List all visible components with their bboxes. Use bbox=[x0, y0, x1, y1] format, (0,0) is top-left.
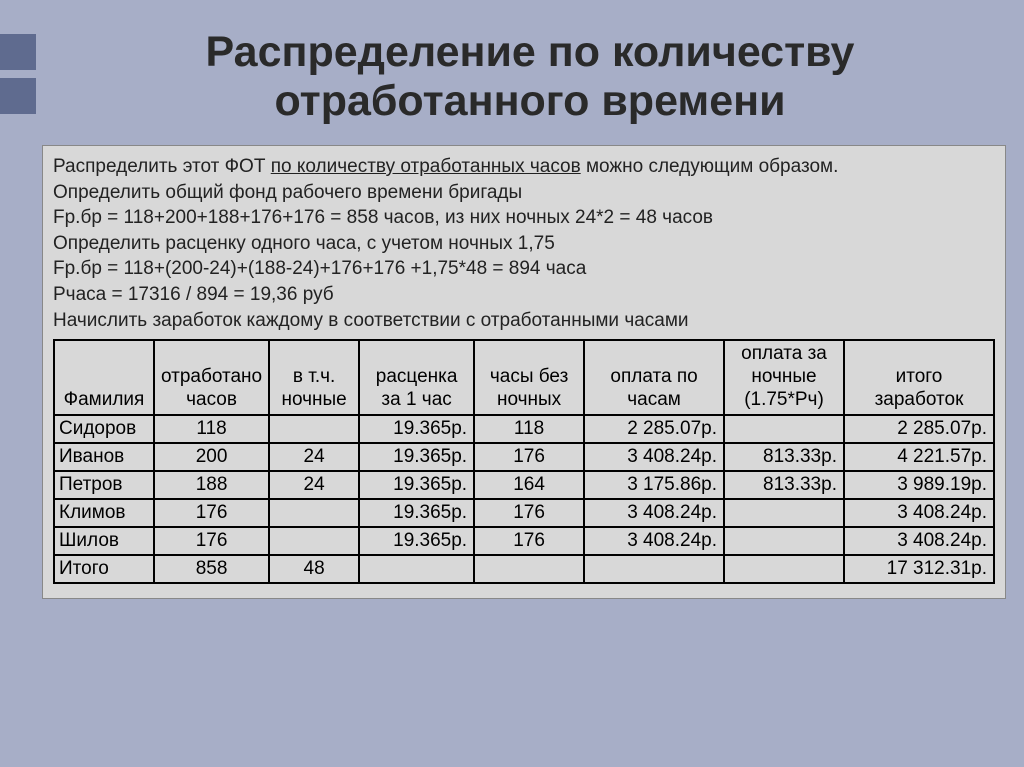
intro-l1a: Распределить этот ФОТ bbox=[53, 156, 271, 177]
cell-noNight: 176 bbox=[474, 499, 584, 527]
cell-nightPay: 813.33р. bbox=[724, 443, 844, 471]
intro-l6: Pчаса = 17316 / 894 = 19,36 руб bbox=[53, 284, 334, 305]
cell-noNight: 118 bbox=[474, 415, 584, 443]
cell-name: Климов bbox=[54, 499, 154, 527]
cell-rate: 19.365р. bbox=[359, 499, 474, 527]
cell-total: 3 408.24р. bbox=[844, 499, 994, 527]
table-row: Иванов 200 24 19.365р. 176 3 408.24р. 81… bbox=[54, 443, 994, 471]
cell-nightPay bbox=[724, 415, 844, 443]
cell-total: 2 285.07р. bbox=[844, 415, 994, 443]
cell-total: 3 408.24р. bbox=[844, 527, 994, 555]
title-line-2: отработанного времени bbox=[274, 77, 785, 125]
intro-l4: Определить расценку одного часа, с учето… bbox=[53, 233, 555, 254]
cell-name: Сидоров bbox=[54, 415, 154, 443]
table-row: Петров 188 24 19.365р. 164 3 175.86р. 81… bbox=[54, 471, 994, 499]
intro-l1b: по количеству отработанных часов bbox=[271, 156, 581, 177]
cell-nightPay bbox=[724, 527, 844, 555]
cell-pay: 3 408.24р. bbox=[584, 443, 724, 471]
th-name: Фамилия bbox=[54, 340, 154, 414]
table-header-row: Фамилия отработано часов в т.ч. ночные р… bbox=[54, 340, 994, 414]
cell-noNight: 176 bbox=[474, 443, 584, 471]
cell-hours: 200 bbox=[154, 443, 269, 471]
intro-l5: Fр.бр = 118+(200-24)+(188-24)+176+176 +1… bbox=[53, 258, 586, 279]
cell-hours: 858 bbox=[154, 555, 269, 583]
cell-night bbox=[269, 415, 359, 443]
intro-l2: Определить общий фонд рабочего времени б… bbox=[53, 182, 522, 203]
cell-hours: 118 bbox=[154, 415, 269, 443]
cell-rate: 19.365р. bbox=[359, 471, 474, 499]
cell-night: 24 bbox=[269, 471, 359, 499]
cell-rate: 19.365р. bbox=[359, 527, 474, 555]
th-nightPay: оплата за ночные (1.75*Рч) bbox=[724, 340, 844, 414]
cell-total: 3 989.19р. bbox=[844, 471, 994, 499]
th-pay: оплата по часам bbox=[584, 340, 724, 414]
cell-night: 48 bbox=[269, 555, 359, 583]
intro-l1c: можно следующим образом. bbox=[581, 156, 839, 177]
content-box: Распределить этот ФОТ по количеству отра… bbox=[42, 145, 1006, 599]
cell-name: Петров bbox=[54, 471, 154, 499]
cell-pay: 3 408.24р. bbox=[584, 527, 724, 555]
cell-total: 17 312.31р. bbox=[844, 555, 994, 583]
cell-rate: 19.365р. bbox=[359, 415, 474, 443]
cell-name: Шилов bbox=[54, 527, 154, 555]
cell-name: Иванов bbox=[54, 443, 154, 471]
title-area: Распределение по количеству отработанног… bbox=[36, 0, 1024, 139]
cell-name: Итого bbox=[54, 555, 154, 583]
cell-nightPay bbox=[724, 555, 844, 583]
cell-total: 4 221.57р. bbox=[844, 443, 994, 471]
cell-noNight bbox=[474, 555, 584, 583]
cell-rate bbox=[359, 555, 474, 583]
cell-night bbox=[269, 499, 359, 527]
accent-bar-1 bbox=[0, 34, 36, 70]
cell-hours: 176 bbox=[154, 499, 269, 527]
th-noNight: часы без ночных bbox=[474, 340, 584, 414]
intro-l7: Начислить заработок каждому в соответств… bbox=[53, 310, 689, 331]
table-row-total: Итого 858 48 17 312.31р. bbox=[54, 555, 994, 583]
intro-text: Распределить этот ФОТ по количеству отра… bbox=[53, 154, 995, 333]
slide-title: Распределение по количеству отработанног… bbox=[86, 28, 974, 127]
cell-noNight: 176 bbox=[474, 527, 584, 555]
cell-pay: 3 408.24р. bbox=[584, 499, 724, 527]
cell-rate: 19.365р. bbox=[359, 443, 474, 471]
cell-nightPay bbox=[724, 499, 844, 527]
table-row: Шилов 176 19.365р. 176 3 408.24р. 3 408.… bbox=[54, 527, 994, 555]
th-night: в т.ч. ночные bbox=[269, 340, 359, 414]
th-total: итого заработок bbox=[844, 340, 994, 414]
cell-pay: 2 285.07р. bbox=[584, 415, 724, 443]
payroll-table: Фамилия отработано часов в т.ч. ночные р… bbox=[53, 339, 995, 583]
accent-bar-2 bbox=[0, 78, 36, 114]
cell-night bbox=[269, 527, 359, 555]
table-row: Климов 176 19.365р. 176 3 408.24р. 3 408… bbox=[54, 499, 994, 527]
th-hours: отработано часов bbox=[154, 340, 269, 414]
cell-noNight: 164 bbox=[474, 471, 584, 499]
cell-nightPay: 813.33р. bbox=[724, 471, 844, 499]
cell-hours: 188 bbox=[154, 471, 269, 499]
table-body: Сидоров 118 19.365р. 118 2 285.07р. 2 28… bbox=[54, 415, 994, 583]
th-rate: расценка за 1 час bbox=[359, 340, 474, 414]
intro-l3: Fр.бр = 118+200+188+176+176 = 858 часов,… bbox=[53, 207, 713, 228]
cell-hours: 176 bbox=[154, 527, 269, 555]
table-row: Сидоров 118 19.365р. 118 2 285.07р. 2 28… bbox=[54, 415, 994, 443]
cell-pay bbox=[584, 555, 724, 583]
slide-body: Распределение по количеству отработанног… bbox=[36, 0, 1024, 767]
cell-pay: 3 175.86р. bbox=[584, 471, 724, 499]
title-line-1: Распределение по количеству bbox=[206, 28, 855, 76]
cell-night: 24 bbox=[269, 443, 359, 471]
